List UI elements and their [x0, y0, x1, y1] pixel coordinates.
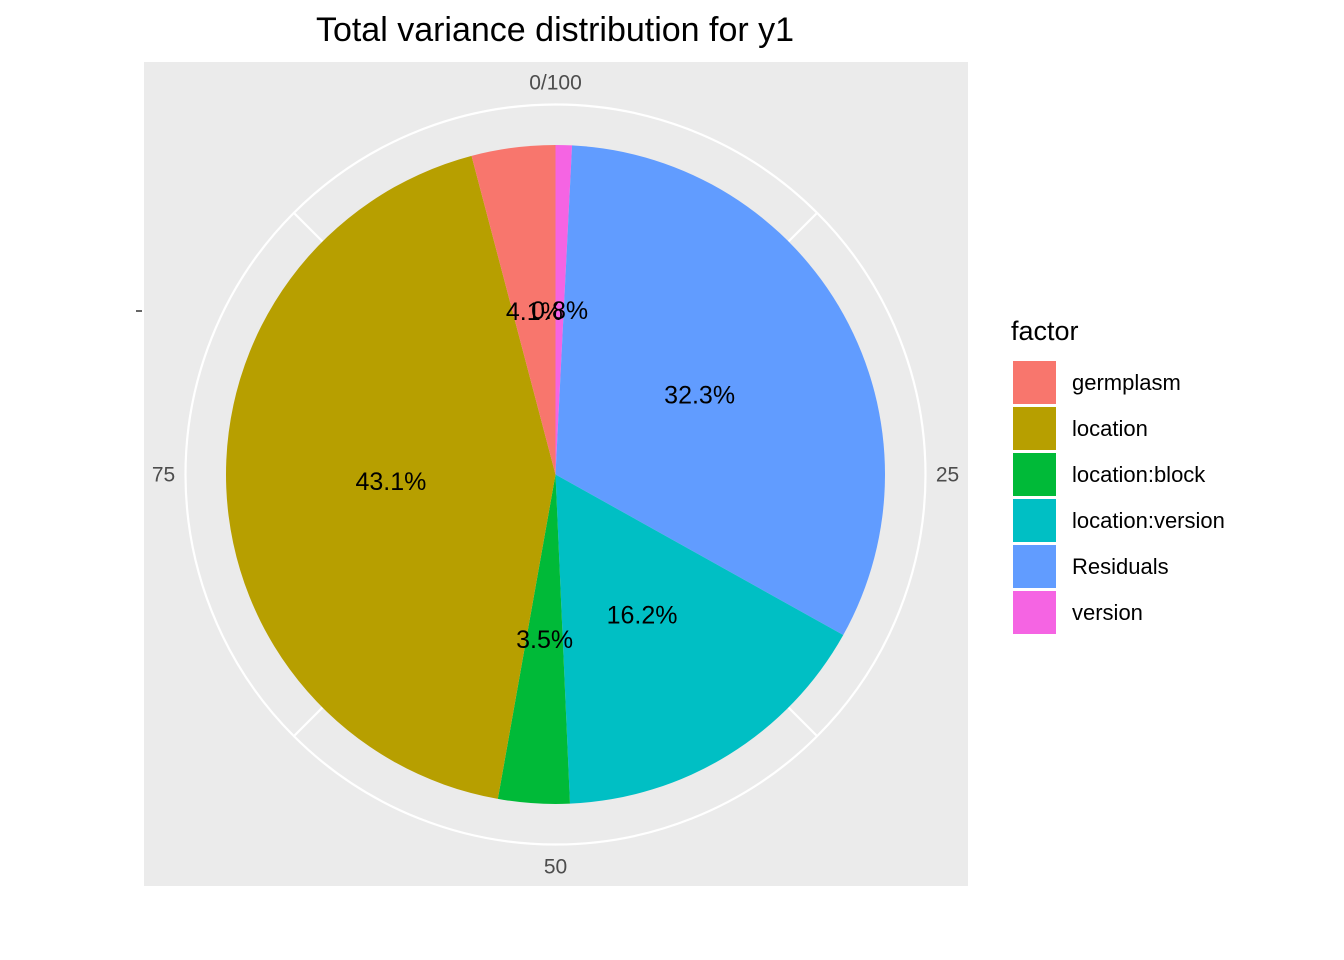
slice-label: 0.8% — [531, 297, 588, 325]
polar-grid — [184, 103, 927, 846]
chart-title: Total variance distribution for y1 — [316, 11, 794, 49]
theta-tick-label: 25 — [936, 464, 959, 487]
grid-spoke — [293, 706, 324, 737]
slice-label: 43.1% — [355, 468, 426, 496]
legend-swatch — [1013, 407, 1056, 450]
grid-spoke — [293, 212, 324, 243]
legend-swatch — [1013, 545, 1056, 588]
legend: factor germplasm location location:block loc… — [1011, 316, 1225, 634]
theta-tick-label: 75 — [152, 464, 175, 487]
pie-slice — [497, 474, 570, 804]
legend-label: version — [1072, 600, 1143, 625]
legend-label: location:block — [1072, 462, 1206, 487]
pie-slice — [555, 474, 844, 804]
legend-swatch — [1013, 591, 1056, 634]
theta-tick-label: 50 — [544, 856, 567, 879]
theta-tick-label: 0/100 — [529, 72, 582, 95]
pie-slice — [471, 145, 556, 475]
slice-labels: 0.8% 32.3% 16.2% 3.5% 43.1% 4.1% — [355, 297, 735, 654]
legend-swatch — [1013, 499, 1056, 542]
theta-tick-labels: 0/100 25 50 75 — [152, 72, 959, 879]
grid-spoke — [787, 212, 818, 243]
slice-label: 16.2% — [607, 602, 678, 630]
slice-label: 3.5% — [516, 626, 573, 654]
legend-label: location:version — [1072, 508, 1225, 533]
slice-label: 4.1% — [506, 298, 563, 326]
slice-label: 32.3% — [664, 382, 735, 410]
legend-label: germplasm — [1072, 370, 1181, 395]
pie-slices — [226, 145, 885, 804]
legend-label: location — [1072, 416, 1148, 441]
legend-swatch — [1013, 453, 1056, 496]
legend-swatch — [1013, 361, 1056, 404]
legend-label: Residuals — [1072, 554, 1169, 579]
legend-title: factor — [1011, 316, 1079, 346]
pie-slice — [226, 155, 556, 799]
pie-slice — [555, 145, 573, 475]
grid-circle — [184, 103, 927, 846]
grid-spoke — [787, 706, 818, 737]
pie-slice — [555, 145, 885, 636]
